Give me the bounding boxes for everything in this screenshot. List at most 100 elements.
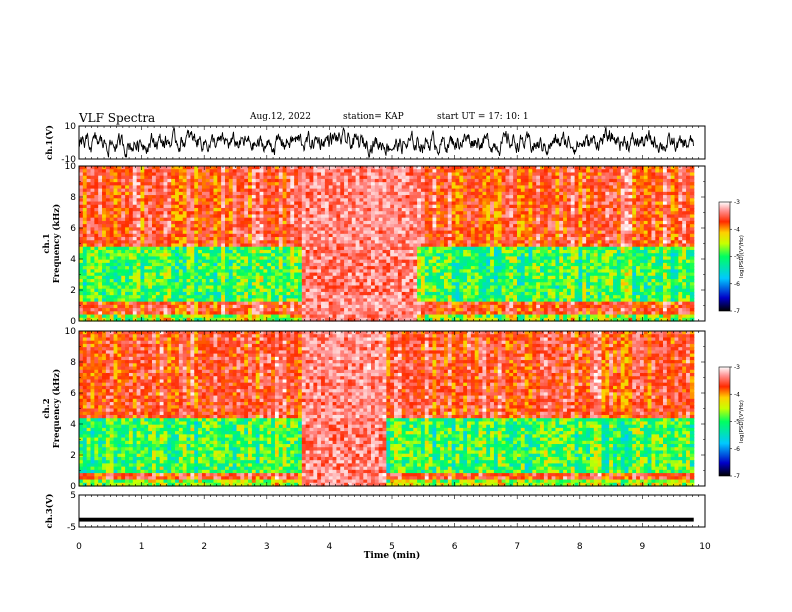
heat-cell	[86, 188, 92, 193]
heat-cell	[152, 288, 157, 293]
heat-cell	[201, 262, 207, 267]
heat-cell	[263, 243, 268, 248]
heat-cell	[155, 175, 161, 180]
heat-cell	[305, 198, 311, 203]
heat-cell	[251, 178, 257, 183]
heat-cell	[140, 172, 145, 177]
heat-cell	[232, 178, 238, 183]
heat-cell	[244, 291, 249, 296]
heat-cell	[159, 285, 165, 290]
heat-cell	[232, 169, 238, 174]
heat-cell	[190, 288, 195, 293]
heat-cell	[236, 298, 241, 303]
heat-cell	[201, 253, 207, 258]
heat-cell	[105, 220, 111, 225]
heat-cell	[244, 227, 249, 232]
heat-cell	[128, 291, 134, 296]
heat-cell	[225, 198, 230, 203]
heat-cell	[267, 224, 272, 228]
heat-cell	[274, 198, 280, 203]
heat-cell	[301, 214, 307, 219]
heat-cell	[301, 304, 307, 309]
heat-cell	[90, 249, 95, 254]
heat-cell	[98, 275, 103, 280]
heat-cell	[117, 259, 122, 264]
heat-cell	[198, 246, 203, 251]
heat-cell	[105, 253, 111, 258]
heat-cell	[109, 288, 115, 293]
heat-cell	[259, 178, 265, 183]
heat-cell	[232, 285, 238, 290]
heat-cell	[79, 246, 84, 251]
heat-cell	[286, 201, 291, 206]
heat-cell	[102, 266, 107, 270]
heat-cell	[167, 282, 172, 287]
heat-cell	[221, 275, 226, 280]
heat-cell	[125, 178, 130, 183]
heat-cell	[248, 314, 253, 319]
heat-cell	[159, 227, 165, 232]
heat-cell	[267, 172, 272, 177]
heat-cell	[190, 317, 195, 322]
heat-cell	[94, 285, 99, 290]
heat-cell	[290, 308, 295, 312]
heat-cell	[128, 220, 134, 225]
heat-cell	[278, 240, 284, 245]
heat-cell	[144, 275, 149, 280]
heat-cell	[125, 224, 130, 228]
heat-cell	[113, 237, 119, 241]
heat-cell	[248, 285, 253, 290]
heat-cell	[274, 230, 280, 235]
heat-cell	[186, 262, 192, 267]
heat-cell	[132, 240, 138, 245]
heat-cell	[251, 272, 257, 277]
heat-cell	[294, 233, 299, 238]
heat-cell	[128, 169, 134, 174]
heat-cell	[125, 304, 130, 309]
heat-cell	[305, 279, 311, 283]
heat-cell	[140, 266, 145, 270]
heat-cell	[109, 291, 115, 296]
heat-cell	[301, 266, 307, 270]
heat-cell	[259, 217, 265, 222]
heat-cell	[259, 172, 265, 177]
heat-cell	[286, 227, 291, 232]
heat-cell	[90, 201, 95, 206]
heat-cell	[278, 166, 284, 170]
heat-cell	[178, 198, 184, 203]
heat-cell	[267, 279, 272, 283]
heat-cell	[171, 253, 176, 258]
heat-cell	[294, 262, 299, 267]
heat-cell	[267, 240, 272, 245]
heat-cell	[98, 237, 103, 241]
heat-cell	[136, 169, 142, 174]
heat-cell	[286, 262, 291, 267]
heat-cell	[263, 279, 268, 283]
heat-cell	[205, 246, 211, 251]
heat-cell	[198, 185, 203, 190]
heat-cell	[313, 301, 318, 306]
heat-cell	[278, 291, 284, 296]
heat-cell	[267, 298, 272, 303]
heat-cell	[240, 295, 245, 299]
heat-cell	[259, 230, 265, 235]
heat-cell	[205, 304, 211, 309]
heat-cell	[98, 308, 103, 312]
heat-cell	[274, 233, 280, 238]
heat-cell	[90, 178, 95, 183]
heat-cell	[121, 298, 126, 303]
heat-cell	[113, 220, 119, 225]
heat-cell	[132, 172, 138, 177]
heat-cell	[182, 166, 188, 170]
heat-cell	[144, 233, 149, 238]
heat-cell	[205, 178, 211, 183]
heat-cell	[132, 285, 138, 290]
heat-cell	[175, 195, 180, 199]
heat-cell	[175, 220, 180, 225]
heat-cell	[144, 207, 149, 212]
heat-cell	[248, 182, 253, 186]
heat-cell	[194, 240, 199, 245]
heat-cell	[317, 175, 322, 180]
heat-cell	[251, 182, 257, 186]
heat-cell	[113, 256, 119, 261]
